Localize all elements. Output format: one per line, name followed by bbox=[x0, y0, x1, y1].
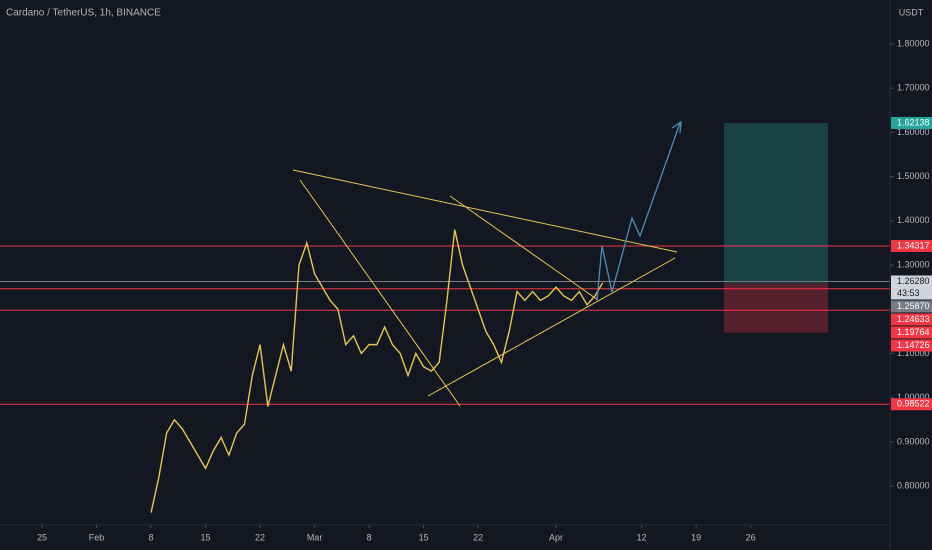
price-label: 0.98522 bbox=[897, 399, 930, 409]
countdown-label: 43:53 bbox=[897, 288, 920, 298]
price-label: 1.34317 bbox=[897, 240, 930, 250]
x-tick-label: 25 bbox=[37, 532, 47, 542]
price-label-box bbox=[891, 313, 932, 326]
x-tick-label: 15 bbox=[419, 532, 429, 542]
price-label-box bbox=[891, 239, 932, 252]
y-tick-label: 1.50000 bbox=[897, 171, 930, 181]
price-label-box bbox=[891, 339, 932, 352]
y-tick-label: 0.80000 bbox=[897, 480, 930, 490]
price-line bbox=[150, 229, 604, 513]
projection-arrowhead bbox=[671, 120, 682, 134]
x-tick-label: 8 bbox=[149, 532, 154, 542]
target-zone bbox=[724, 122, 828, 284]
x-tick-label: 12 bbox=[637, 532, 647, 542]
stop-zone bbox=[724, 283, 828, 333]
price-label-box bbox=[891, 398, 932, 411]
price-label: 1.26280 bbox=[897, 276, 930, 286]
price-label-box bbox=[891, 275, 932, 300]
currency-label: USDT bbox=[899, 7, 924, 17]
x-tick-label: 15 bbox=[201, 532, 211, 542]
y-tick-label: 1.70000 bbox=[897, 83, 930, 93]
price-label: 1.25870 bbox=[897, 301, 930, 311]
x-tick-label: 26 bbox=[746, 532, 756, 542]
x-tick-label: 22 bbox=[255, 532, 265, 542]
y-tick-label: 1.80000 bbox=[897, 38, 930, 48]
x-tick-label: 8 bbox=[367, 532, 372, 542]
price-label-box bbox=[891, 326, 932, 339]
projection-path bbox=[596, 122, 681, 301]
trend-line bbox=[292, 169, 678, 253]
plot-area bbox=[0, 122, 890, 513]
price-label: 1.62138 bbox=[897, 117, 930, 127]
price-label: 1.19764 bbox=[897, 327, 930, 337]
trend-line bbox=[427, 257, 676, 397]
x-tick-label: 19 bbox=[691, 532, 701, 542]
y-tick-label: 1.10000 bbox=[897, 348, 930, 358]
y-tick-label: 1.60000 bbox=[897, 127, 930, 137]
y-tick-label: 0.90000 bbox=[897, 436, 930, 446]
price-label: 1.14726 bbox=[897, 340, 930, 350]
x-tick-label: 22 bbox=[473, 532, 483, 542]
x-tick-label: Mar bbox=[307, 532, 323, 542]
x-tick-label: Feb bbox=[89, 532, 105, 542]
y-tick-label: 1.00000 bbox=[897, 392, 930, 402]
x-tick-label: Apr bbox=[549, 532, 563, 542]
price-axis: 0.800000.900001.000001.100001.200001.300… bbox=[890, 38, 932, 490]
chart-title: Cardano / TetherUS, 1h, BINANCE bbox=[6, 8, 161, 19]
price-label-box bbox=[891, 116, 932, 129]
trend-line bbox=[449, 195, 599, 301]
trend-line bbox=[299, 179, 461, 407]
y-tick-label: 1.30000 bbox=[897, 259, 930, 269]
price-label-box bbox=[891, 300, 932, 313]
y-tick-label: 1.40000 bbox=[897, 215, 930, 225]
price-label: 1.24633 bbox=[897, 314, 930, 324]
drawings bbox=[292, 120, 682, 407]
